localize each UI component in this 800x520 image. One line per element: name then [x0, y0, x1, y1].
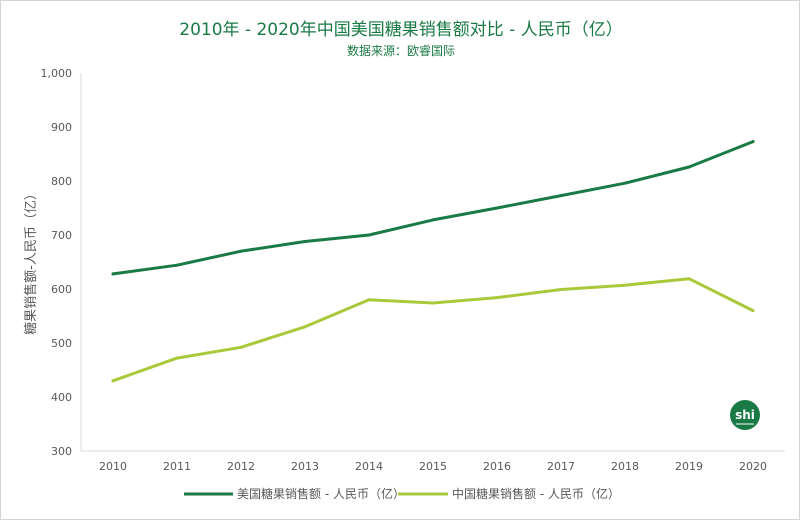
data-point — [431, 218, 435, 222]
chart-title: 2010年 - 2020年中国美国糖果销售额对比 - 人民币（亿） — [179, 20, 622, 40]
x-axis: 2010 2011 2012 2013 2014 2015 2016 2017 2018 2019… — [81, 450, 785, 473]
y-tick-label: 800 — [51, 175, 72, 188]
data-point — [751, 140, 755, 144]
shi-logo-badge — [730, 400, 760, 430]
data-point — [623, 181, 627, 185]
chart-legend: 美国糖果销售额 - 人民币（亿） 中国糖果销售额 - 人民币（亿） — [184, 486, 620, 501]
y-tick-label: 300 — [51, 445, 72, 458]
x-tick-label: 2015 — [419, 460, 447, 473]
data-point — [367, 233, 371, 237]
y-tick-label: 1,000 — [41, 67, 73, 80]
data-point — [239, 249, 243, 253]
x-tick-label: 2017 — [547, 460, 575, 473]
data-point — [495, 206, 499, 210]
legend-label-china: 中国糖果销售额 - 人民币（亿） — [452, 486, 620, 501]
data-point — [687, 165, 691, 169]
data-point — [303, 239, 307, 243]
data-point — [751, 309, 755, 313]
y-axis-label: 糖果销售额-人民币（亿） — [23, 187, 39, 335]
x-tick-label: 2014 — [355, 460, 383, 473]
data-point — [687, 277, 691, 281]
shi-logo: shi — [730, 400, 760, 430]
x-tick-label: 2020 — [739, 460, 767, 473]
data-point — [367, 298, 371, 302]
x-tick-label: 2012 — [227, 460, 255, 473]
x-tick-label: 2016 — [483, 460, 511, 473]
legend-label-usa: 美国糖果销售额 - 人民币（亿） — [237, 486, 405, 501]
data-point — [175, 356, 179, 360]
series-lines — [111, 140, 755, 383]
data-point — [495, 296, 499, 300]
y-axis: 300 400 500 600 700 800 900 1,000 — [41, 67, 82, 458]
y-tick-label: 400 — [51, 391, 72, 404]
data-point — [623, 283, 627, 287]
series-line-usa — [111, 140, 755, 276]
data-point — [559, 194, 563, 198]
data-point — [239, 345, 243, 349]
data-point — [111, 272, 115, 276]
y-tick-label: 600 — [51, 283, 72, 296]
x-tick-labels: 2010 2011 2012 2013 2014 2015 2016 2017 2018 2019… — [99, 460, 767, 473]
data-point — [111, 379, 115, 383]
y-tick-label: 700 — [51, 229, 72, 242]
x-tick-label: 2010 — [99, 460, 127, 473]
data-point — [303, 325, 307, 329]
series-line-china — [111, 277, 755, 383]
x-tick-label: 2011 — [163, 460, 191, 473]
data-point — [175, 263, 179, 267]
data-point — [431, 301, 435, 305]
x-tick-label: 2013 — [291, 460, 319, 473]
y-tick-labels: 300 400 500 600 700 800 900 1,000 — [41, 67, 73, 458]
chart-subtitle: 数据来源：欧睿国际 — [347, 43, 455, 58]
x-tick-label: 2019 — [675, 460, 703, 473]
shi-logo-text: shi — [735, 408, 755, 422]
y-tick-label: 900 — [51, 121, 72, 134]
x-tick-label: 2018 — [611, 460, 639, 473]
y-tick-label: 500 — [51, 337, 72, 350]
data-point — [559, 288, 563, 292]
